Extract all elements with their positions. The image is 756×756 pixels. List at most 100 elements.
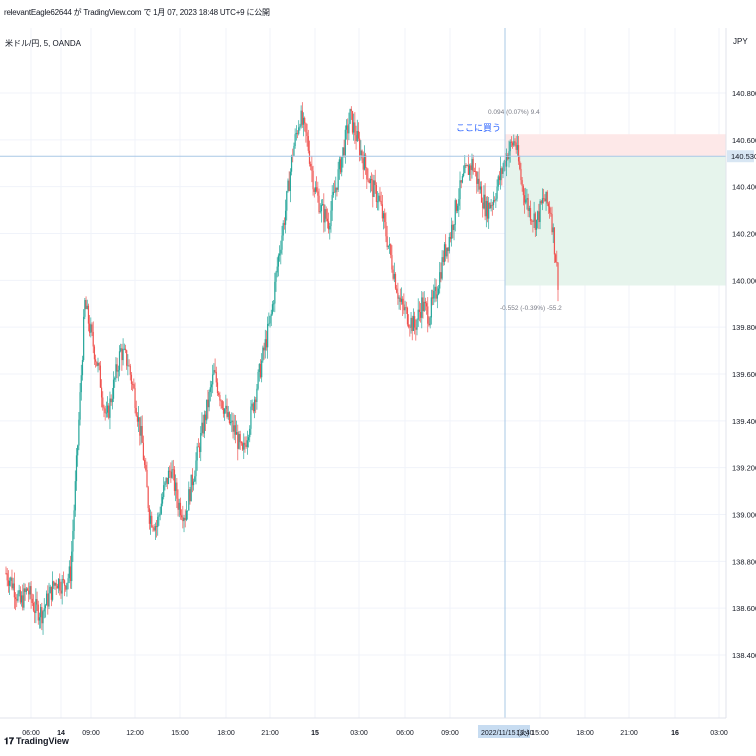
candle <box>515 135 517 154</box>
candle <box>283 217 285 230</box>
candle <box>436 286 438 309</box>
symbol-label[interactable]: 米ドル/円, 5, OANDA <box>5 39 82 48</box>
candle <box>14 592 17 611</box>
candle-body <box>44 605 47 609</box>
candle-body <box>458 199 460 206</box>
time-axis[interactable]: 06:00 14 09:00 12:00 15:00 18:00 21:00 15 03:00 0… <box>0 717 728 738</box>
tradingview-logo[interactable]: 𝟏𝟕 TradingView <box>4 736 69 747</box>
candle-body <box>158 515 160 517</box>
candle-body <box>411 317 413 332</box>
candle-body <box>250 406 252 429</box>
candle <box>335 176 337 201</box>
candle-body <box>552 227 554 233</box>
candle <box>322 199 324 206</box>
candle <box>276 257 278 278</box>
candle <box>163 477 165 500</box>
candle-body <box>540 201 542 204</box>
candle-body <box>514 141 516 143</box>
candle <box>402 296 404 317</box>
candle-body <box>87 305 90 324</box>
candle <box>185 500 188 522</box>
candle-body <box>312 170 314 190</box>
candle <box>72 519 74 562</box>
candle <box>371 172 373 192</box>
candle <box>225 394 227 414</box>
candle <box>368 177 370 184</box>
candle <box>392 265 394 281</box>
candle <box>394 272 397 290</box>
candle <box>213 363 215 376</box>
candle <box>287 178 289 193</box>
candle <box>363 145 366 171</box>
candle-body <box>265 339 268 348</box>
candle-body <box>118 351 121 371</box>
candle-body <box>490 204 492 209</box>
candle-body <box>41 607 43 624</box>
candle-body <box>427 306 429 324</box>
candle <box>78 412 80 451</box>
candle <box>28 582 30 602</box>
candle <box>454 198 456 232</box>
candle-body <box>112 379 115 399</box>
position-zones <box>505 134 726 286</box>
candle-body <box>359 138 361 156</box>
candle <box>453 224 455 241</box>
candle <box>472 154 474 175</box>
candle-body <box>136 415 139 422</box>
candle-body <box>354 122 356 136</box>
annotation-text[interactable]: ここに買う <box>456 123 501 133</box>
candle-body <box>192 481 195 486</box>
candle <box>541 188 544 211</box>
price-axis[interactable]: JPY 140.800 140.600 140.400 140.200 140.000 13… <box>725 28 756 718</box>
candle-body <box>350 109 352 112</box>
candle-body <box>478 178 480 190</box>
candle <box>526 188 528 210</box>
candle <box>323 193 325 233</box>
candle-body <box>416 319 418 330</box>
candle <box>24 583 26 601</box>
target-zone[interactable] <box>505 134 726 157</box>
candle <box>329 223 331 240</box>
candle <box>468 163 471 181</box>
candle <box>219 391 221 407</box>
candle-body <box>54 583 56 586</box>
candle-body <box>237 432 239 449</box>
candle <box>160 493 162 516</box>
candle <box>6 568 8 587</box>
publish-header: relevantEagle62644 が TradingView.com で 1… <box>4 8 270 17</box>
candle <box>375 182 377 208</box>
candle-body <box>22 595 24 608</box>
candle <box>87 303 90 332</box>
candle <box>463 165 465 178</box>
candle <box>270 309 272 327</box>
candle <box>341 157 343 177</box>
candle-body <box>375 185 377 202</box>
candle <box>478 167 480 195</box>
stop-zone[interactable] <box>505 156 726 286</box>
candle-body <box>317 191 319 196</box>
candle <box>516 134 518 156</box>
candle <box>75 447 78 491</box>
candle-body <box>482 202 484 209</box>
candle-body <box>543 198 545 200</box>
currency-label: JPY <box>733 37 748 46</box>
candle <box>100 379 103 408</box>
candle-body <box>109 398 111 418</box>
candle <box>251 399 253 410</box>
candle <box>500 156 502 190</box>
candle-body <box>523 195 526 203</box>
candle <box>214 358 216 374</box>
candle-body <box>262 347 264 361</box>
candle <box>85 296 87 310</box>
candle <box>479 181 481 194</box>
candle <box>520 162 522 185</box>
candle-body <box>130 374 133 384</box>
candle-body <box>424 301 426 304</box>
candle <box>293 142 295 157</box>
candle <box>109 391 111 430</box>
candle-body <box>403 304 405 311</box>
candle-body <box>235 432 238 435</box>
candle-body <box>273 303 275 305</box>
candle <box>380 191 382 206</box>
